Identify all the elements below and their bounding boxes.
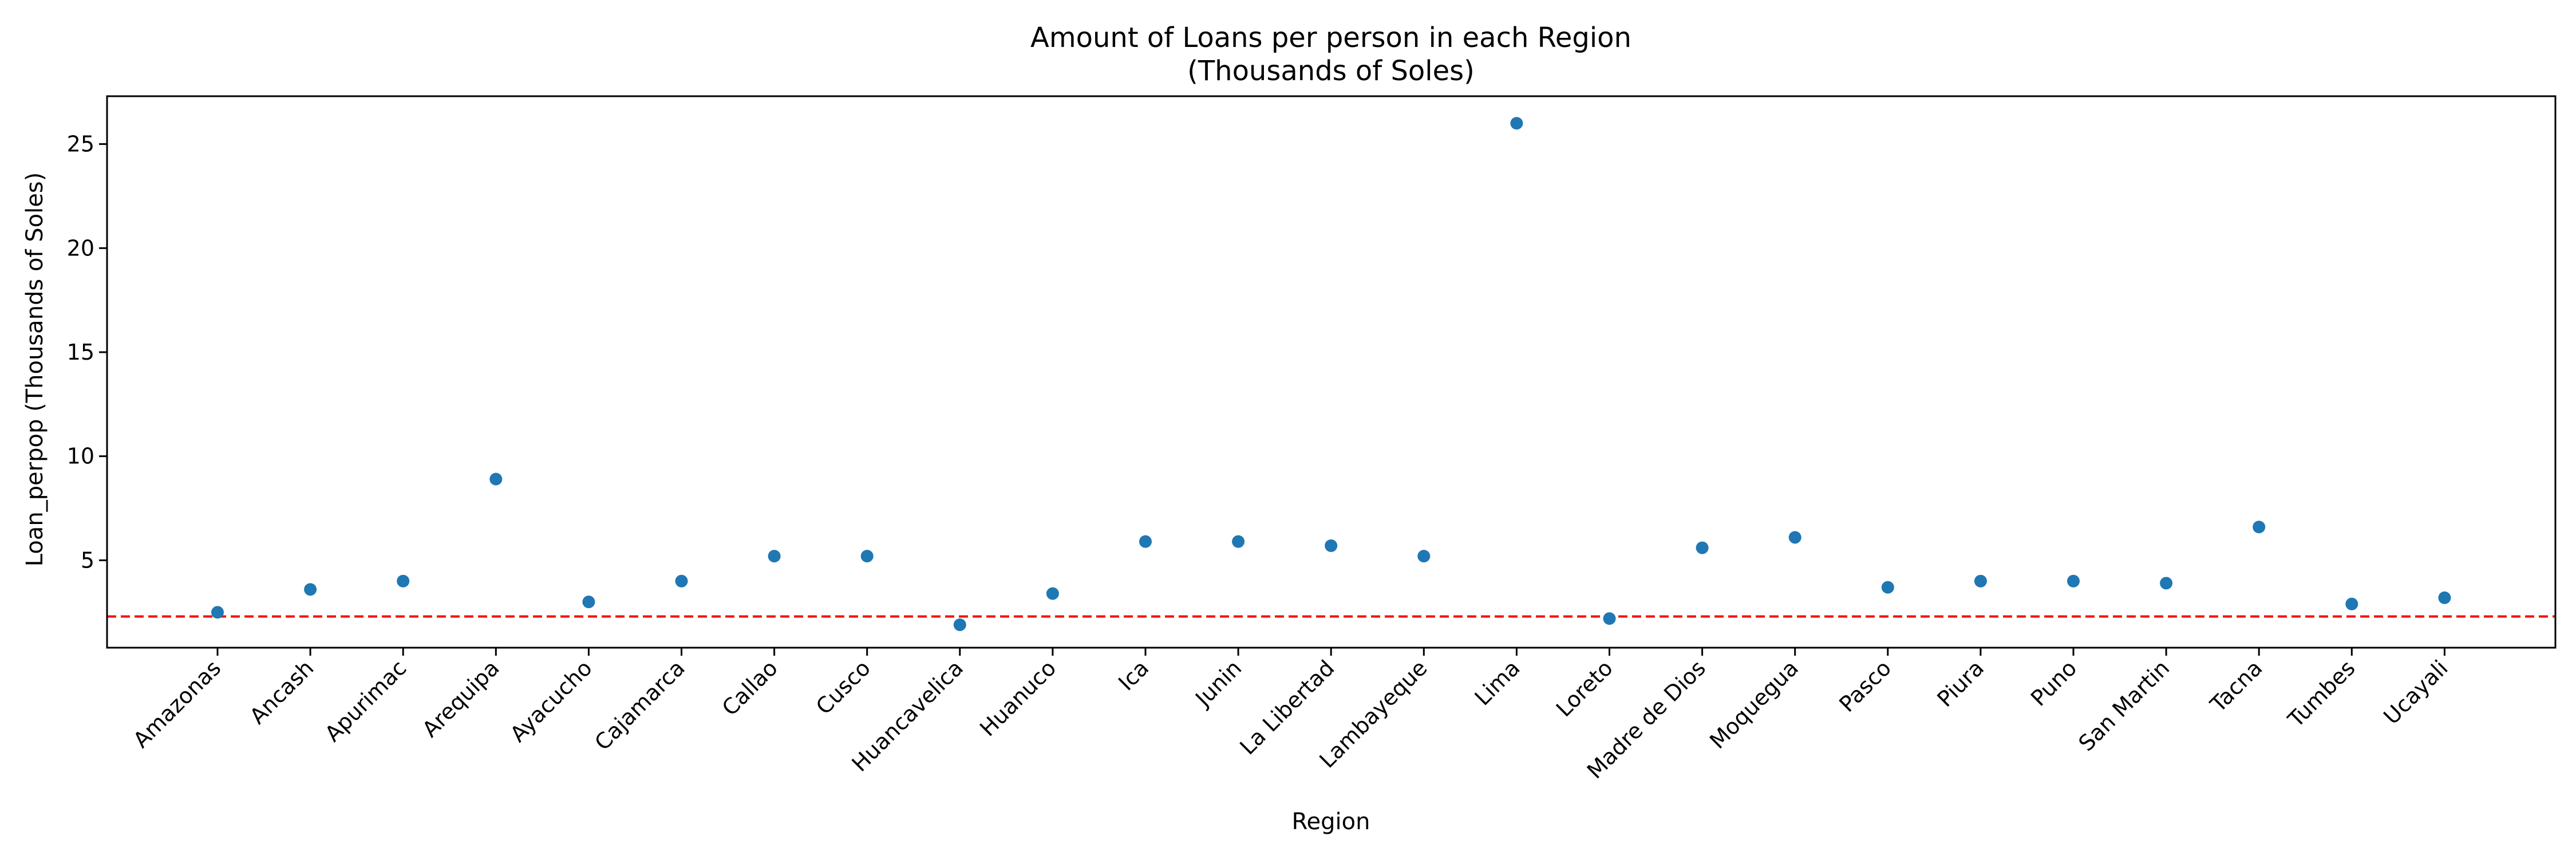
x-tick-label: Tacna (2205, 655, 2267, 718)
data-point (1046, 587, 1059, 600)
y-axis-label: Loan_perpop (Thousands of Soles) (22, 172, 48, 567)
x-tick-label: Amazonas (128, 655, 226, 752)
x-tick-label: Piura (1933, 655, 1989, 712)
x-tick-label: Huanuco (975, 655, 1061, 741)
x-tick-label: La Libertad (1235, 655, 1339, 759)
data-point (397, 574, 410, 588)
x-tick-label: Pasco (1834, 655, 1896, 717)
data-point (1510, 117, 1523, 130)
chart-title-line2: (Thousands of Soles) (1187, 55, 1475, 87)
data-point (2160, 577, 2173, 590)
x-tick-label: Apurimac (320, 655, 412, 747)
x-tick-label: Ica (1113, 655, 1153, 695)
y-tick-label: 25 (67, 132, 94, 157)
x-tick-label: Arequipa (417, 655, 504, 742)
data-point (860, 550, 874, 563)
data-point (304, 583, 317, 596)
data-point (1139, 535, 1152, 548)
x-tick-label: San Martin (2074, 655, 2175, 756)
x-tick-label: Puno (2026, 655, 2081, 711)
x-tick-label: Ucayali (2379, 655, 2452, 729)
data-point (1974, 574, 1987, 588)
data-point (1603, 612, 1616, 625)
chart-layer: 5 10 15 20 25 Amazonas Ancash Apurimac Arequipa A… (67, 117, 2555, 783)
x-axis-label: Region (1292, 809, 1370, 835)
chart-title-line1: Amount of Loans per person in each Regio… (1030, 22, 1631, 54)
data-point (953, 618, 966, 632)
x-tick-label: Junin (1190, 655, 1246, 712)
data-point (1417, 550, 1431, 563)
x-tick-label: Ayacucho (505, 655, 597, 747)
plot-frame (106, 95, 2557, 649)
data-point (1881, 581, 1894, 594)
x-tick-label: Cajamarca (590, 655, 690, 755)
data-point (1696, 541, 1709, 554)
y-tick-label: 20 (67, 235, 94, 261)
data-point (1232, 535, 1245, 548)
data-point (1325, 539, 1338, 552)
data-point (2067, 574, 2080, 588)
data-point (2253, 521, 2266, 534)
x-tick-label: Cusco (811, 655, 875, 719)
x-tick-label: Moquegua (1705, 655, 1803, 754)
data-point (582, 596, 595, 609)
x-tick-label: Callao (717, 655, 783, 720)
y-tick-label: 10 (67, 444, 94, 469)
x-tick-label: Tumbes (2283, 655, 2360, 732)
data-point (211, 606, 224, 619)
x-tick-label: Loreto (1551, 655, 1618, 722)
data-point (768, 550, 781, 563)
x-tick-label: Lima (1470, 655, 1525, 710)
y-tick-label: 15 (67, 340, 94, 365)
data-point (1788, 531, 1801, 544)
data-point (2345, 597, 2358, 610)
data-point (489, 472, 503, 486)
data-point (675, 574, 688, 588)
data-point (2438, 591, 2451, 604)
x-tick-label: Ancash (245, 655, 319, 729)
y-tick-label: 5 (81, 547, 94, 573)
